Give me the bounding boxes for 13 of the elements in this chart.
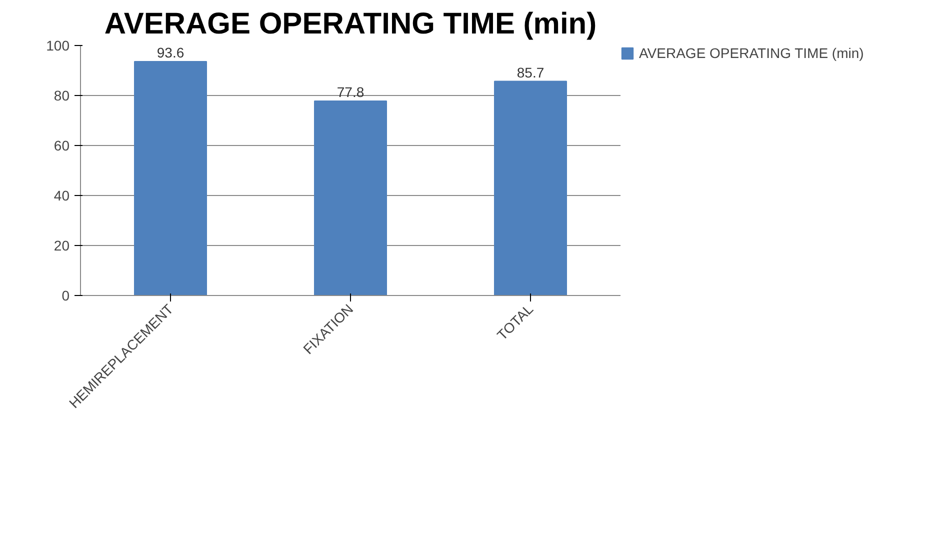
data-label: 93.6 — [156, 44, 184, 60]
y-tick-label: 20 — [54, 238, 70, 254]
y-tick-label: 80 — [54, 88, 70, 104]
y-tick-label: 0 — [62, 288, 70, 304]
bar — [314, 100, 387, 296]
bar — [134, 61, 207, 296]
chart-title: AVERAGE OPERATING TIME (min) — [104, 8, 597, 40]
bar — [494, 80, 567, 296]
y-tick-label: 40 — [54, 188, 70, 204]
y-tick-label: 100 — [46, 38, 70, 54]
y-tick-label: 60 — [54, 138, 70, 154]
legend-label: AVERAGE OPERATING TIME (min) — [639, 45, 864, 61]
data-label: 85.7 — [516, 64, 544, 80]
